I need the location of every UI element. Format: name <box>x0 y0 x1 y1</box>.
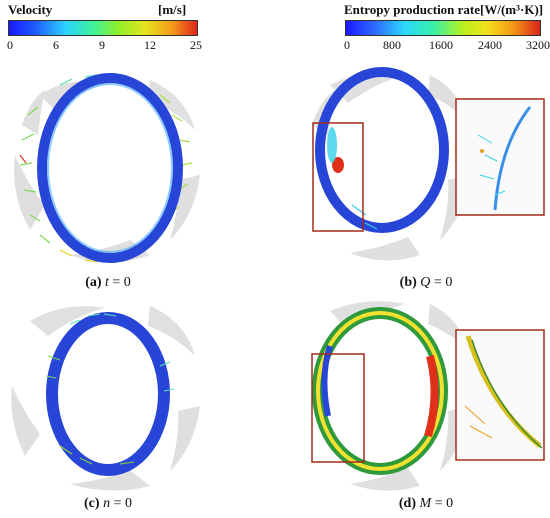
entropy-tick: 3200 <box>526 38 550 52</box>
entropy-colorbar <box>345 20 541 36</box>
highlight-box <box>311 353 365 463</box>
velocity-vectors <box>19 74 193 263</box>
velocity-tick: 9 <box>99 38 105 52</box>
velocity-tick: 0 <box>7 38 13 52</box>
caption-d: (d) M = 0 <box>398 496 454 511</box>
caption-b: (b) Q = 0 <box>399 275 453 290</box>
panel-a-velocity-field <box>14 73 200 263</box>
velocity-colorbar <box>8 20 198 36</box>
velocity-vectors <box>45 313 175 465</box>
entropy-tick: 2400 <box>478 38 502 52</box>
flow-ring <box>315 67 449 233</box>
zoom-inset-content <box>464 335 543 449</box>
entropy-tick: 0 <box>344 38 350 52</box>
caption-a: (a) t = 0 <box>85 275 131 290</box>
velocity-tick: 12 <box>144 38 156 52</box>
flow-ring <box>46 312 170 476</box>
velocity-tick: 6 <box>53 38 59 52</box>
velocity-tick: 25 <box>190 38 202 52</box>
entropy-tick: 1600 <box>429 38 453 52</box>
panel-b-entropy-field <box>312 67 545 261</box>
caption-c: (c) n = 0 <box>84 496 132 511</box>
panel-c-velocity-field <box>11 306 200 491</box>
entropy-legend-title: Entropy production rate[W/(m³·K)] <box>344 2 544 17</box>
velocity-legend-title: Velocity <box>8 2 53 17</box>
flow-ring <box>37 73 183 263</box>
entropy-hotspots <box>327 127 378 230</box>
panel-d-entropy-field <box>311 301 545 491</box>
zoom-inset-content <box>477 106 532 211</box>
velocity-legend-unit: [m/s] <box>158 2 187 17</box>
highlight-box <box>312 122 364 232</box>
impeller-blades <box>11 306 200 491</box>
entropy-tick: 800 <box>383 38 401 52</box>
zoom-inset <box>455 98 545 216</box>
